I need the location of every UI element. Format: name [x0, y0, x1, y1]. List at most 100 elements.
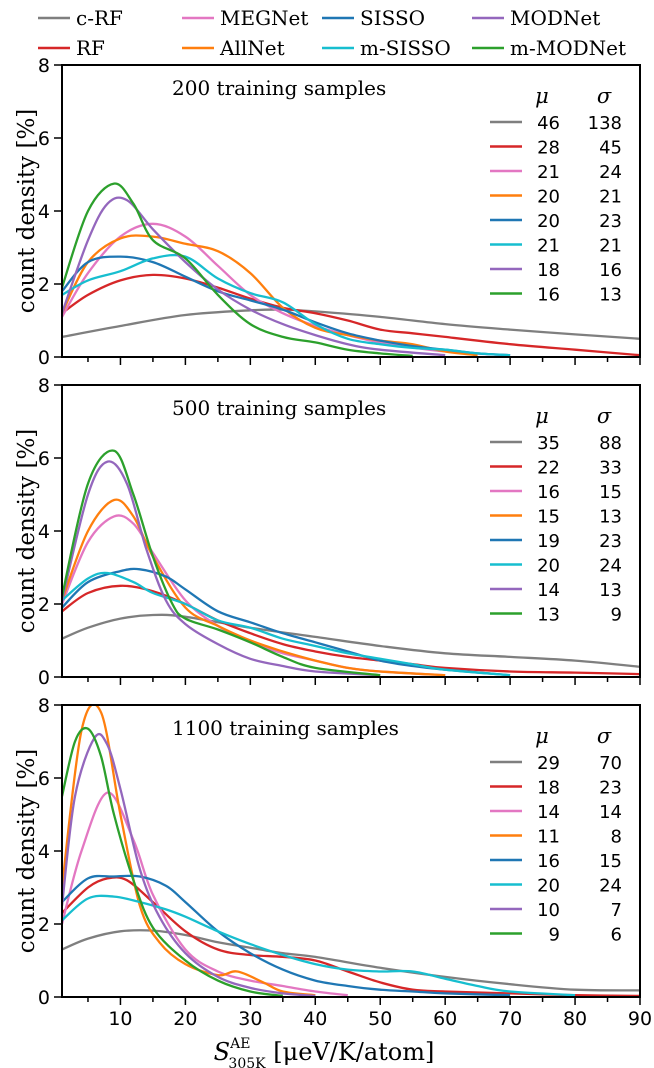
y-tick-label: 8: [38, 375, 50, 397]
series-line-m-MODNet: [62, 726, 283, 997]
series-line-m-MODNet: [62, 449, 381, 677]
table-sigma-MODNet: 16: [599, 260, 622, 281]
table-sigma-SISSO: 23: [599, 211, 622, 232]
series-line-RF: [62, 876, 640, 997]
series-line-SISSO: [62, 255, 511, 357]
y-tick-label: 0: [38, 347, 50, 369]
table-sigma-MEGNet: 24: [599, 162, 622, 183]
table-mu-MODNet: 18: [537, 260, 560, 281]
series-line-AllNet: [62, 234, 478, 357]
y-tick-label: 2: [38, 594, 50, 616]
table-mu-m-SISSO: 20: [537, 876, 560, 897]
series-line-AllNet: [62, 498, 446, 677]
panel-title: 500 training samples: [172, 396, 386, 420]
table-mu-MEGNet: 16: [537, 482, 560, 503]
y-tick-label: 4: [38, 201, 50, 223]
mu-header: μ: [535, 404, 549, 428]
table-sigma-m-SISSO: 24: [599, 876, 622, 897]
legend: c-RF MEGNet SISSO MODNet RF AllNet m-SISSO m-MO…: [38, 6, 626, 60]
x-tick-label: 50: [368, 1008, 392, 1030]
series-line-MEGNet: [62, 514, 446, 677]
table-sigma-AllNet: 13: [599, 507, 622, 528]
panel-y-axis-label: count density [%]: [14, 429, 40, 634]
legend-label-4: RF: [76, 36, 105, 60]
mu-header: μ: [535, 84, 549, 108]
table-mu-SISSO: 20: [537, 211, 560, 232]
table-mu-MEGNet: 21: [537, 162, 560, 183]
series-line-m-SISSO: [62, 253, 511, 357]
series-line-m-SISSO: [62, 894, 576, 997]
panel-y-axis-label: count density [%]: [14, 109, 40, 314]
y-tick-label: 6: [38, 128, 50, 150]
series-line-MEGNet: [62, 791, 348, 997]
series-line-m-MODNet: [62, 182, 413, 357]
table-sigma-m-SISSO: 21: [599, 236, 622, 257]
table-sigma-MODNet: 13: [599, 580, 622, 601]
x-tick-label: 10: [108, 1008, 132, 1030]
table-mu-MODNet: 14: [537, 580, 560, 601]
x-axis-label: SAE 305K [μeV/K/atom]: [214, 1036, 435, 1068]
y-tick-label: 0: [38, 987, 50, 1009]
legend-label-7: m-MODNet: [510, 36, 626, 60]
table-mu-AllNet: 15: [537, 507, 560, 528]
table-sigma-c-RF: 138: [588, 113, 622, 134]
table-mu-RF: 22: [537, 458, 560, 479]
table-sigma-AllNet: 8: [611, 827, 622, 848]
table-sigma-RF: 23: [599, 778, 622, 799]
table-sigma-m-MODNet: 6: [611, 925, 622, 946]
series-line-c-RF: [62, 613, 640, 668]
y-tick-label: 0: [38, 667, 50, 689]
y-tick-label: 8: [38, 55, 50, 77]
table-sigma-c-RF: 70: [599, 753, 622, 774]
legend-label-2: SISSO: [360, 6, 425, 30]
legend-label-6: m-SISSO: [360, 36, 451, 60]
x-tick-label: 30: [238, 1008, 262, 1030]
table-mu-m-SISSO: 20: [537, 556, 560, 577]
panel-y-axis-label: count density [%]: [14, 749, 40, 954]
table-mu-SISSO: 19: [537, 531, 560, 552]
x-tick-label: 40: [303, 1008, 327, 1030]
table-sigma-MODNet: 7: [611, 900, 622, 921]
mu-header: μ: [535, 724, 549, 748]
legend-label-3: MODNet: [510, 6, 600, 30]
panel-title: 200 training samples: [172, 76, 386, 100]
x-tick-label: 80: [563, 1008, 587, 1030]
panel-title: 1100 training samples: [172, 716, 399, 740]
x-tick-label: 20: [173, 1008, 197, 1030]
series-line-MODNet: [62, 460, 381, 677]
table-mu-c-RF: 46: [537, 113, 560, 134]
panel-curves: [62, 449, 640, 677]
table-sigma-MEGNet: 15: [599, 482, 622, 503]
panel-curves: [62, 182, 640, 357]
table-sigma-SISSO: 15: [599, 851, 622, 872]
table-sigma-SISSO: 23: [599, 531, 622, 552]
table-mu-MEGNet: 14: [537, 802, 560, 823]
table-sigma-AllNet: 21: [599, 187, 622, 208]
legend-label-5: AllNet: [219, 36, 285, 60]
table-mu-m-MODNet: 16: [537, 285, 560, 306]
legend-label-0: c-RF: [76, 6, 123, 30]
table-mu-m-MODNet: 13: [537, 605, 560, 626]
y-tick-label: 6: [38, 768, 50, 790]
legend-label-1: MEGNet: [220, 6, 308, 30]
series-line-MODNet: [62, 196, 446, 357]
table-mu-SISSO: 16: [537, 851, 560, 872]
x-tick-label: 60: [433, 1008, 457, 1030]
table-sigma-MEGNet: 14: [599, 802, 622, 823]
y-tick-label: 8: [38, 695, 50, 717]
table-sigma-m-MODNet: 9: [611, 605, 622, 626]
series-line-MEGNet: [62, 222, 511, 357]
table-mu-RF: 18: [537, 778, 560, 799]
table-mu-RF: 28: [537, 138, 560, 159]
sigma-header: σ: [597, 404, 612, 428]
series-line-RF: [62, 273, 640, 357]
table-mu-c-RF: 29: [537, 753, 560, 774]
y-tick-label: 2: [38, 914, 50, 936]
sigma-header: σ: [597, 84, 612, 108]
y-tick-label: 2: [38, 274, 50, 296]
table-mu-c-RF: 35: [537, 433, 560, 454]
table-mu-MODNet: 10: [537, 900, 560, 921]
